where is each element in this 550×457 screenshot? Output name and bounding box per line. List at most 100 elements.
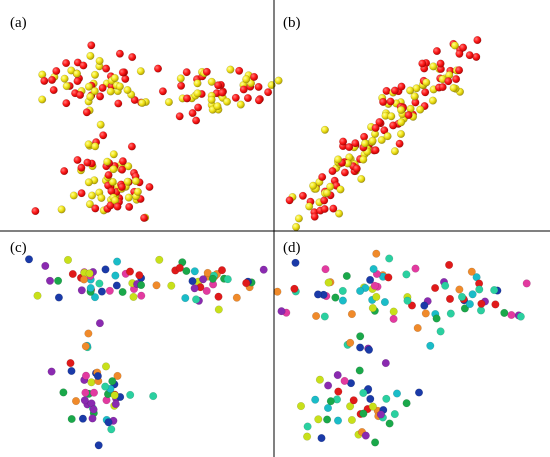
point (86, 92, 95, 101)
point (432, 47, 441, 56)
panel-label-b: (b) (283, 15, 301, 31)
point (90, 293, 99, 302)
point (77, 286, 86, 295)
point (465, 300, 474, 309)
point (468, 290, 477, 299)
point (110, 73, 119, 82)
point (41, 261, 50, 270)
point (389, 121, 398, 130)
point (421, 309, 430, 318)
point (83, 158, 92, 167)
point (85, 269, 94, 278)
point (109, 150, 118, 159)
point (96, 92, 105, 101)
point (370, 281, 379, 290)
point (467, 267, 476, 276)
panel-label-d: (d) (283, 240, 301, 256)
point (192, 116, 201, 125)
point (128, 53, 137, 62)
point (500, 308, 509, 317)
point (91, 142, 100, 151)
point (57, 205, 66, 214)
point (345, 143, 354, 152)
point (95, 279, 104, 288)
point (97, 193, 106, 202)
point (115, 49, 124, 58)
point (78, 414, 87, 423)
dots-layer (25, 36, 531, 450)
point (137, 291, 146, 300)
point (397, 105, 406, 114)
point (127, 142, 136, 151)
point (105, 286, 114, 295)
point (33, 291, 42, 300)
point (368, 402, 377, 411)
point (101, 382, 110, 391)
point (63, 255, 72, 264)
point (104, 170, 113, 179)
point (273, 287, 282, 296)
point (207, 95, 216, 104)
point (292, 222, 301, 231)
point (82, 108, 91, 117)
point (135, 271, 144, 280)
point (418, 59, 427, 68)
point (411, 264, 420, 273)
point (259, 265, 268, 274)
point (320, 312, 329, 321)
point (368, 136, 377, 145)
point (389, 314, 398, 323)
point (158, 87, 167, 96)
point (202, 286, 211, 295)
point (406, 86, 415, 95)
point (223, 275, 232, 284)
point (352, 164, 361, 173)
point (416, 105, 425, 114)
point (153, 64, 162, 73)
point (71, 397, 80, 406)
point (214, 292, 223, 301)
point (324, 381, 333, 390)
point (87, 378, 96, 387)
point (326, 182, 335, 191)
point (522, 279, 531, 288)
point (303, 422, 312, 431)
point (89, 405, 98, 414)
point (329, 204, 338, 213)
point (455, 66, 464, 75)
point (421, 88, 430, 97)
point (87, 191, 96, 200)
point (491, 300, 500, 309)
point (149, 392, 158, 401)
point (95, 56, 104, 65)
point (108, 177, 117, 186)
point (231, 93, 240, 102)
point (124, 162, 133, 171)
point (372, 249, 381, 258)
point (340, 168, 349, 177)
point (324, 278, 333, 287)
point (79, 61, 88, 70)
point (356, 287, 365, 296)
point (320, 125, 329, 134)
point (38, 95, 47, 104)
point (349, 396, 358, 405)
point (465, 51, 474, 60)
point (372, 292, 381, 301)
point (115, 82, 124, 91)
point (429, 62, 438, 71)
point (81, 371, 90, 380)
point (402, 399, 411, 408)
point (420, 301, 429, 310)
point (369, 265, 378, 274)
point (46, 276, 55, 285)
point (426, 341, 435, 350)
point (87, 41, 96, 50)
point (84, 178, 93, 187)
point (193, 79, 202, 88)
point (422, 78, 431, 87)
point (232, 293, 241, 302)
point (243, 94, 252, 103)
point (67, 367, 76, 376)
point (62, 59, 71, 68)
